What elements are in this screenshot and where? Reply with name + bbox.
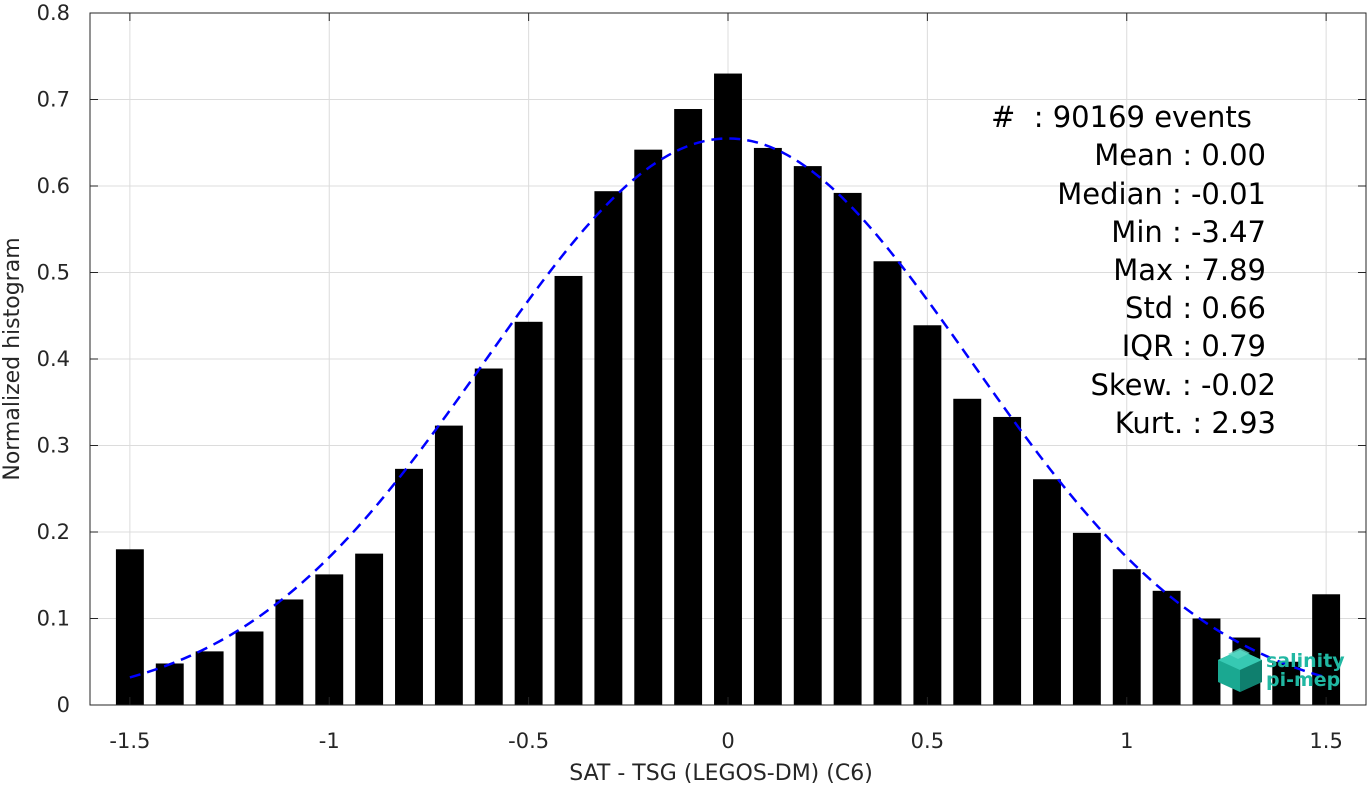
y-tick-label: 0 (57, 693, 70, 717)
histogram-bar (474, 368, 503, 705)
stats-box: # : 90169 events Mean : 0.00 Median : -0… (991, 100, 1276, 440)
histogram-bar (275, 599, 304, 705)
histogram-bar (554, 275, 583, 705)
stat-events: # : 90169 events (991, 100, 1252, 134)
y-axis-label: Normalized histogram (0, 237, 25, 480)
histogram-bar (355, 553, 384, 705)
stat-median: Median : -0.01 (1057, 177, 1266, 211)
y-tick-label: 0.5 (37, 261, 70, 285)
y-tick-label: 0.8 (37, 1, 70, 25)
stat-std: Std : 0.66 (1125, 291, 1266, 325)
histogram-bar (873, 261, 902, 705)
salinity-pimep-logo: salinity pi-mep (1218, 648, 1345, 692)
histogram-bar (235, 631, 264, 705)
x-tick-label: -0.5 (508, 729, 549, 753)
histogram-bar (434, 425, 463, 705)
histogram-bar (753, 147, 782, 705)
stat-min: Min : -3.47 (1111, 215, 1266, 249)
y-tick-label: 0.4 (37, 347, 70, 371)
x-axis-label: SAT - TSG (LEGOS-DM) (C6) (569, 761, 873, 785)
histogram-bar (1152, 590, 1181, 705)
histogram-bar (1112, 569, 1141, 705)
y-tick-label: 0.2 (37, 520, 70, 544)
x-tick-label: 0 (721, 729, 734, 753)
stat-skew: Skew. : -0.02 (1090, 368, 1276, 402)
axis-ticks (90, 12, 1366, 706)
x-tick-label: -1.5 (109, 729, 150, 753)
histogram-bar (674, 109, 703, 705)
stat-max: Max : 7.89 (1113, 253, 1266, 287)
histogram-bar (953, 398, 982, 705)
histogram-bar (594, 191, 623, 705)
histogram-bar (115, 549, 144, 705)
x-tick-labels: -1.5 -1 -0.5 0 0.5 1 1.5 (109, 729, 1342, 753)
histogram-bar (793, 166, 822, 706)
histogram-bar (1033, 479, 1061, 705)
x-tick-label: 1.5 (1309, 729, 1342, 753)
y-tick-labels: 0 0.1 0.2 0.3 0.4 0.5 0.6 0.7 0.8 (37, 1, 70, 717)
histogram-bar (1072, 532, 1101, 705)
histogram-bar (913, 325, 942, 705)
histogram-bar (993, 416, 1022, 705)
logo-line1: salinity (1266, 650, 1345, 672)
histogram-bar (714, 73, 742, 706)
histogram-bar (195, 651, 224, 705)
histogram-bar (514, 321, 543, 705)
histogram-bar (1192, 618, 1221, 705)
y-tick-label: 0.6 (37, 174, 70, 198)
histogram-bar (634, 149, 663, 706)
x-tick-label: 1 (1120, 729, 1133, 753)
y-tick-label: 0.1 (37, 607, 70, 631)
logo-line2: pi-mep (1266, 669, 1340, 691)
stat-mean: Mean : 0.00 (1094, 138, 1266, 172)
x-tick-label: -1 (319, 729, 340, 753)
histogram-bar (395, 468, 423, 705)
salinity-cube-icon (1218, 648, 1262, 692)
bars (115, 73, 1341, 706)
histogram-bar (315, 574, 344, 705)
gaussian-fit-line (129, 137, 1327, 679)
stat-iqr: IQR : 0.79 (1122, 329, 1266, 363)
histogram-bar (1312, 594, 1341, 705)
y-tick-label: 0.7 (37, 88, 70, 112)
histogram-bar (155, 663, 184, 705)
histogram-bar (833, 192, 862, 706)
y-tick-label: 0.3 (37, 434, 70, 458)
x-tick-label: 0.5 (911, 729, 944, 753)
stat-kurt: Kurt. : 2.93 (1115, 406, 1276, 440)
